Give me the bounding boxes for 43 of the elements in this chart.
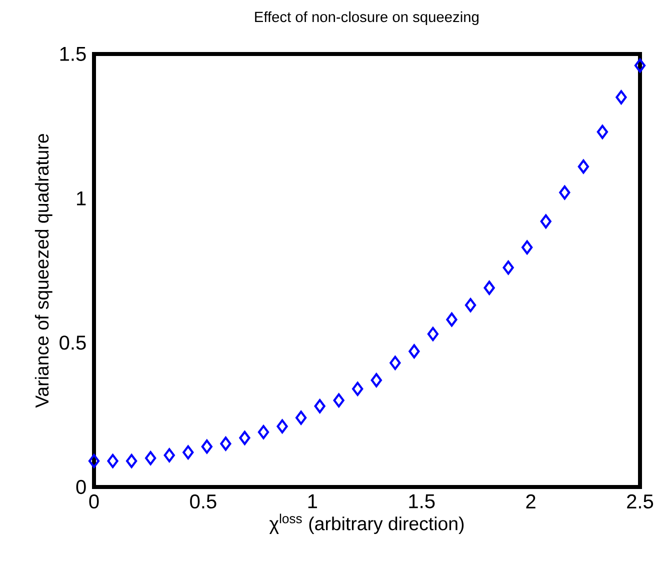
point <box>314 399 326 414</box>
point <box>616 90 627 104</box>
chart-title: Effect of non-closure on squeezing <box>255 11 478 26</box>
point <box>484 280 495 295</box>
point <box>220 436 232 451</box>
y-tick-label: 1 <box>77 191 86 206</box>
point <box>390 356 401 370</box>
point <box>239 430 250 445</box>
point <box>540 214 552 228</box>
x-tick-label: 0 <box>89 494 99 509</box>
y-tick-label: 1.5 <box>60 47 86 61</box>
x-tick-label: 2 <box>526 494 536 508</box>
point <box>107 454 118 468</box>
point <box>295 410 307 425</box>
point <box>164 448 175 462</box>
x-tick-label: 0.5 <box>190 494 216 509</box>
x-tick-label: 1.5 <box>409 494 435 508</box>
point <box>502 260 514 275</box>
y-axis-title: Variance of squeezed quadrature <box>34 134 52 408</box>
point <box>427 326 439 342</box>
point <box>408 344 420 358</box>
point <box>201 440 212 454</box>
point <box>578 160 590 174</box>
point <box>333 393 344 408</box>
point <box>559 185 570 200</box>
point <box>522 240 533 254</box>
point <box>126 454 138 468</box>
point <box>145 451 156 466</box>
point <box>88 454 100 468</box>
x-axis-title: χ$^{loss}$ (arbitrary direction) <box>269 514 464 534</box>
point <box>446 312 458 327</box>
point <box>182 445 194 460</box>
y-tick-label: 0 <box>76 480 86 494</box>
point <box>596 124 608 140</box>
x-tick-label: 2.5 <box>627 494 654 509</box>
x-tick-label: 1 <box>308 494 317 508</box>
point <box>352 382 364 396</box>
point <box>464 298 476 312</box>
point <box>634 58 646 73</box>
point <box>276 419 288 434</box>
y-tick-label: 0.5 <box>60 336 86 350</box>
point <box>258 425 270 440</box>
point <box>370 373 382 388</box>
